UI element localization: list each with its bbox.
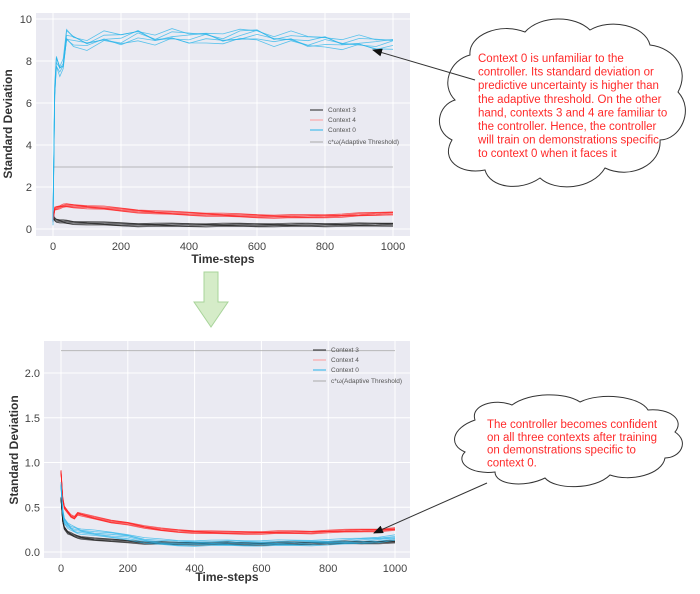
x-tick-label: 800 [316, 241, 334, 253]
top-gridlines [36, 13, 410, 236]
x-tick-label: 600 [252, 563, 270, 575]
series-line-context-0 [60, 484, 396, 544]
top-legend-context0: Context 0 [328, 127, 356, 134]
top-legend: Context 3 Context 4 Context 0 c*ω(Adapti… [310, 107, 399, 146]
series-line-context-0 [60, 482, 396, 542]
x-tick-label: 1000 [381, 241, 405, 253]
callout-line: will train on demonstrations specific [477, 135, 659, 147]
callout-line: hand, contexts 3 and 4 are familiar to [478, 107, 667, 119]
series-line-context-0 [60, 485, 396, 545]
bottom-legend: Context 3 Context 4 Context 0 c*ω(Adapti… [313, 347, 402, 385]
top-legend-threshold: c*ω(Adaptive Threshold) [328, 139, 399, 146]
bottom-legend-context0: Context 0 [331, 367, 359, 374]
series-line-context-4 [60, 469, 396, 533]
bottom-series-lines [60, 350, 396, 547]
callout-line: the controller. Hence, the controller [478, 121, 657, 133]
x-tick-label: 400 [185, 563, 203, 575]
bottom-tick-labels: 0 200 400 600 800 1000 0.0 0.5 1.0 1.5 2.0 [25, 368, 408, 575]
y-tick-label: 1.5 [25, 413, 40, 425]
y-tick-label: 2.0 [25, 368, 40, 380]
bottom-legend-context4: Context 4 [331, 357, 359, 364]
y-tick-label: 8 [26, 56, 32, 68]
callout-line: Context 0 is unfamiliar to the [478, 53, 624, 65]
bottom-chart: 0 200 400 600 800 1000 0.0 0.5 1.0 1.5 2.0 Time-st… [7, 341, 410, 584]
callout-line: context 0. [487, 457, 537, 469]
callout-line: the adaptive threshold. On the other [478, 94, 662, 106]
y-tick-label: 0.5 [25, 502, 40, 514]
top-callout-arrow [372, 48, 476, 81]
top-y-axis-label: Standard Deviation [1, 69, 15, 178]
callout-line: to context 0 when it faces it [478, 148, 618, 160]
bottom-gridlines [44, 341, 410, 558]
top-series-lines [52, 28, 394, 228]
bottom-y-axis-label: Standard Deviation [7, 395, 21, 504]
x-tick-label: 200 [112, 241, 130, 253]
callout-line: on all three contexts after training [487, 432, 657, 444]
x-tick-label: 400 [180, 241, 198, 253]
bottom-legend-threshold: c*ω(Adaptive Threshold) [331, 378, 402, 385]
callout-line: predictive uncertainty is higher than [478, 80, 659, 92]
top-callout: Context 0 is unfamiliar to the controller… [372, 18, 686, 188]
x-tick-label: 1000 [383, 563, 407, 575]
x-tick-label: 800 [319, 563, 337, 575]
x-tick-label: 0 [50, 241, 56, 253]
bottom-x-axis-label: Time-steps [195, 570, 258, 584]
series-line-context-0 [52, 28, 394, 216]
series-line-context-3 [52, 214, 394, 225]
bottom-plot-area [44, 341, 410, 558]
bottom-legend-context3: Context 3 [331, 347, 359, 354]
top-chart: 0 200 400 600 800 1000 0 2 4 6 8 10 Time-steps Stan… [1, 13, 410, 266]
top-legend-context4: Context 4 [328, 117, 356, 124]
callout-line: on demonstrations specific to [487, 445, 636, 457]
y-tick-label: 1.0 [25, 458, 40, 470]
series-line-context-0 [60, 485, 396, 546]
bottom-cloud-shape [454, 394, 683, 488]
x-tick-label: 600 [248, 241, 266, 253]
top-plot-area [36, 13, 410, 236]
y-tick-label: 10 [20, 14, 32, 26]
top-tick-labels: 0 200 400 600 800 1000 0 2 4 6 8 10 [20, 14, 405, 253]
callout-line: controller. Its standard deviation or [478, 67, 654, 79]
bottom-callout-text: The controller becomes confident on all t… [487, 419, 658, 469]
series-line-context-0 [60, 487, 396, 547]
x-tick-label: 0 [58, 563, 64, 575]
top-legend-context3: Context 3 [328, 107, 356, 114]
transition-down-arrow-icon [193, 271, 229, 328]
y-tick-label: 6 [26, 98, 32, 110]
series-line-context-4 [52, 203, 394, 219]
y-tick-label: 0 [26, 224, 32, 236]
top-callout-text: Context 0 is unfamiliar to the controller… [477, 53, 667, 160]
series-line-context-3 [52, 216, 394, 227]
y-tick-label: 0.0 [25, 547, 40, 559]
series-line-context-0 [60, 483, 396, 543]
callout-line: The controller becomes confident [487, 419, 658, 431]
y-tick-label: 4 [26, 140, 32, 152]
bottom-callout-arrow [373, 482, 488, 534]
top-x-axis-label: Time-steps [191, 252, 254, 266]
x-tick-label: 200 [119, 563, 137, 575]
y-tick-label: 2 [26, 182, 32, 194]
top-cloud-shape [438, 18, 686, 188]
bottom-callout: The controller becomes confident on all t… [373, 394, 683, 534]
